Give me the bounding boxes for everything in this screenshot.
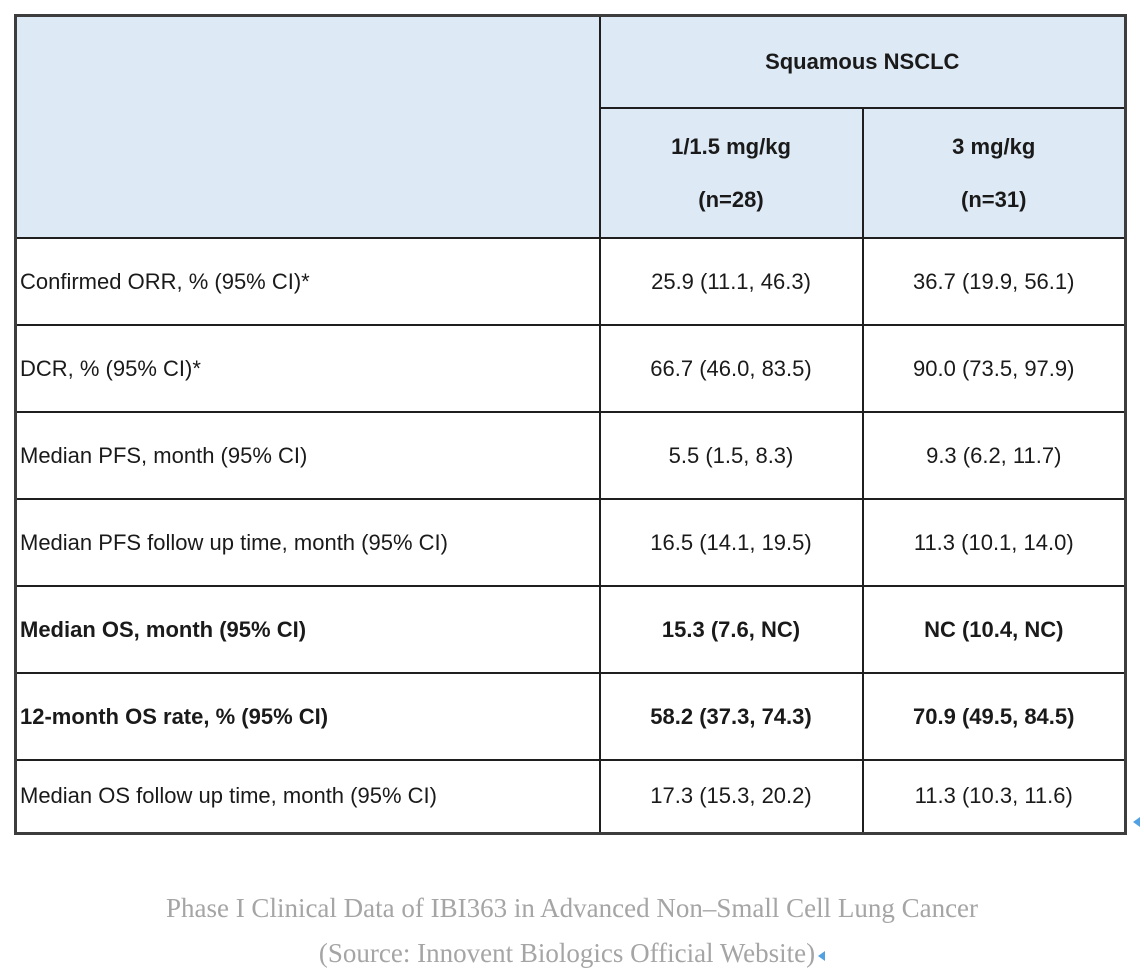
row-value: NC (10.4, NC) (861, 585, 1127, 674)
caption-line-2: (Source: Innovent Biologics Official Web… (0, 931, 1144, 976)
row-value: 11.3 (10.1, 14.0) (861, 498, 1127, 587)
row-value: 9.3 (6.2, 11.7) (861, 411, 1127, 500)
group-header-cell: Squamous NSCLC (598, 14, 1127, 109)
table-header-group-row: Squamous NSCLC (14, 14, 1127, 239)
table-row: DCR, % (95% CI)* 66.7 (46.0, 83.5) 90.0 … (14, 324, 1127, 413)
row-value: 90.0 (73.5, 97.9) (861, 324, 1127, 413)
table-row: Confirmed ORR, % (95% CI)* 25.9 (11.1, 4… (14, 237, 1127, 326)
table-row: Median PFS, month (95% CI) 5.5 (1.5, 8.3… (14, 411, 1127, 500)
dose-label: 1/1.5 mg/kg (671, 133, 791, 159)
row-value: 17.3 (15.3, 20.2) (598, 759, 864, 834)
row-label: Median PFS follow up time, month (95% CI… (14, 498, 601, 587)
row-value: 36.7 (19.9, 56.1) (861, 237, 1127, 326)
row-label: 12-month OS rate, % (95% CI) (14, 672, 601, 761)
row-label: DCR, % (95% CI)* (14, 324, 601, 413)
format-anchor-icon (1133, 817, 1140, 827)
sample-size-label: (n=28) (698, 186, 764, 212)
dose-header-stack: 3 mg/kg (n=31) (865, 134, 1124, 213)
format-anchor-icon (818, 950, 826, 961)
row-value: 11.3 (10.3, 11.6) (861, 759, 1127, 834)
table-header-dose-row: 1/1.5 mg/kg (n=28) 3 mg/kg (n=31) (16, 107, 1127, 239)
table-row: 12-month OS rate, % (95% CI) 58.2 (37.3,… (14, 672, 1127, 761)
table-caption: Phase I Clinical Data of IBI363 in Advan… (0, 886, 1144, 976)
blank-corner-cell (14, 14, 601, 239)
row-label: Median OS, month (95% CI) (14, 585, 601, 674)
dose-label: 3 mg/kg (952, 133, 1036, 159)
row-value: 5.5 (1.5, 8.3) (598, 411, 864, 500)
table-row: Median OS follow up time, month (95% CI)… (14, 759, 1127, 834)
clinical-data-table: Squamous NSCLC 1/1.5 mg/kg (n=28) 3 mg/k… (14, 14, 1127, 835)
row-label: Median PFS, month (95% CI) (14, 411, 601, 500)
row-value: 15.3 (7.6, NC) (598, 585, 864, 674)
table-row: Median PFS follow up time, month (95% CI… (14, 498, 1127, 587)
caption-line-1: Phase I Clinical Data of IBI363 in Advan… (165, 893, 979, 923)
row-label: Median OS follow up time, month (95% CI) (14, 759, 601, 834)
sample-size-label: (n=31) (961, 186, 1027, 212)
table-row: Median OS, month (95% CI) 15.3 (7.6, NC)… (14, 585, 1127, 674)
row-value: 70.9 (49.5, 84.5) (861, 672, 1127, 761)
row-label: Confirmed ORR, % (95% CI)* (14, 237, 601, 326)
dose-header-cell-1: 1/1.5 mg/kg (n=28) (598, 107, 864, 239)
row-value: 25.9 (11.1, 46.3) (598, 237, 864, 326)
dose-header-cell-2: 3 mg/kg (n=31) (861, 107, 1127, 239)
row-value: 58.2 (37.3, 74.3) (598, 672, 864, 761)
caption-source-text: (Source: Innovent Biologics Official Web… (318, 938, 816, 968)
row-value: 66.7 (46.0, 83.5) (598, 324, 864, 413)
dose-header-stack: 1/1.5 mg/kg (n=28) (602, 134, 861, 213)
row-value: 16.5 (14.1, 19.5) (598, 498, 864, 587)
